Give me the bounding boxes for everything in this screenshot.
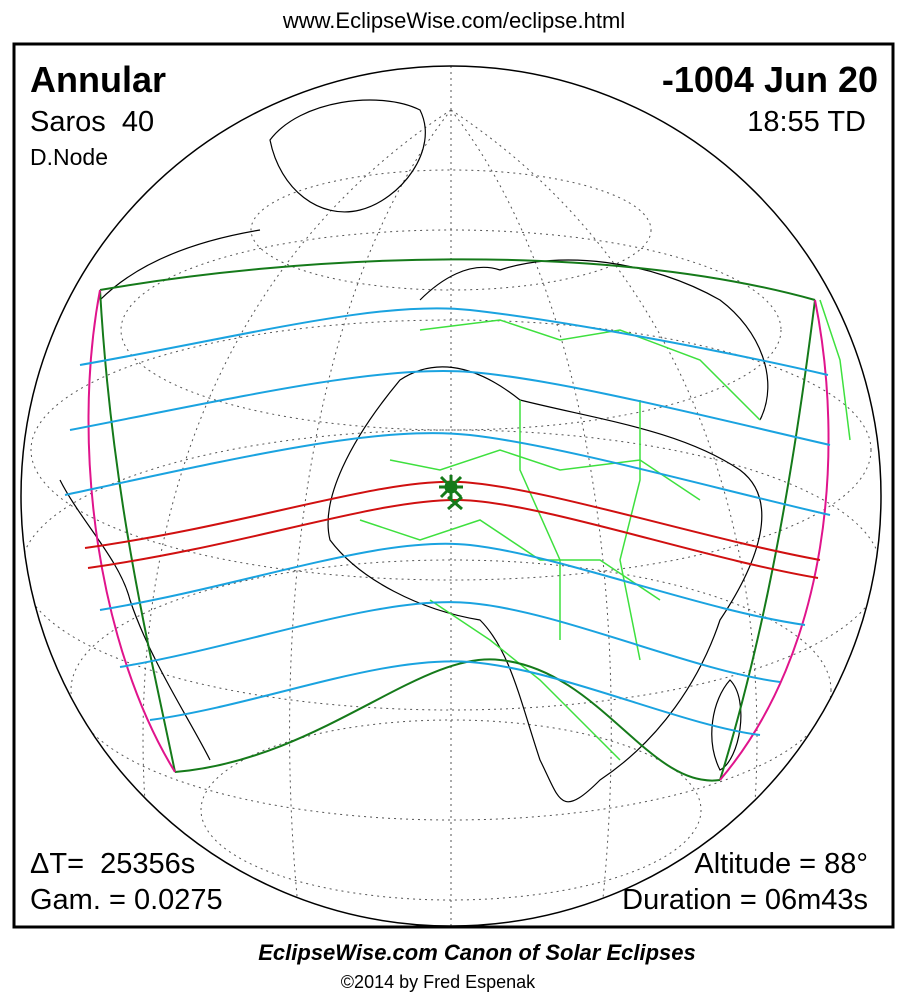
duration: Duration = 06m43s: [622, 884, 868, 916]
globe-outline: [20, 65, 882, 927]
borders: [359, 299, 851, 761]
penumbra-limit: [174, 658, 721, 782]
eclipse-type: Annular: [30, 59, 166, 100]
node: D.Node: [30, 144, 108, 170]
magnitude-lines: [64, 307, 831, 736]
gamma: Gam. = 0.0275: [30, 884, 223, 916]
rise-set-curve: [719, 299, 816, 781]
rise-set-curve: [99, 289, 176, 773]
altitude: Altitude = 88°: [694, 848, 868, 880]
saros: Saros 40: [30, 106, 154, 138]
eclipse-time: 18:55 TD: [747, 106, 866, 138]
copyright: ©2014 by Fred Espenak: [341, 972, 536, 992]
penumbra-limit: [99, 258, 816, 301]
delta-t: ΔT= 25356s: [30, 848, 195, 880]
eclipse-date: -1004 Jun 20: [662, 59, 878, 100]
greatest-eclipse-marker: [439, 475, 463, 511]
url: www.EclipseWise.com/eclipse.html: [282, 8, 625, 33]
horizon-curve: [719, 299, 830, 781]
path-limit: [84, 480, 821, 561]
globe: [21, 66, 881, 926]
footer-title: EclipseWise.com Canon of Solar Eclipses: [258, 940, 696, 965]
